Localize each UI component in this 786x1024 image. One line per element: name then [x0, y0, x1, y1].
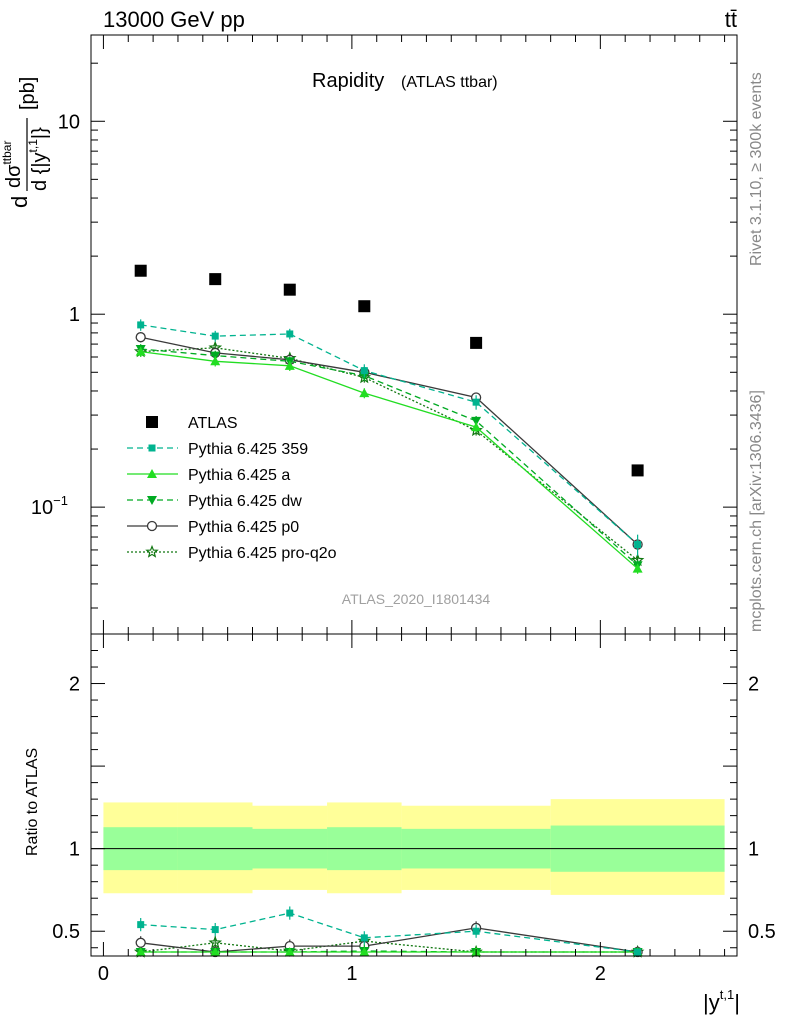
legend-label: Pythia 6.425 a [188, 467, 290, 484]
data-point-square [211, 332, 219, 340]
data-point-square [360, 367, 368, 375]
data-point-square [631, 464, 644, 477]
legend-item: Pythia 6.425 dw [127, 493, 302, 510]
data-point-square [211, 926, 219, 934]
watermark-label: ATLAS_2020_I1801434 [342, 591, 491, 607]
legend-label: Pythia 6.425 dw [188, 493, 302, 510]
series-line [140, 336, 639, 545]
data-point-square [134, 264, 147, 277]
series-line [140, 350, 639, 570]
main-title: Rapidity [312, 70, 384, 92]
data-point-square [472, 927, 480, 935]
data-point-square [283, 283, 296, 296]
data-point-triangle-up [359, 947, 370, 956]
data-point-square [634, 948, 642, 956]
data-point-triangle-up [632, 563, 643, 573]
legend-label: Pythia 6.425 pro-q2o [188, 545, 337, 562]
data-point-circle [146, 520, 158, 532]
data-point-square [360, 934, 368, 942]
series-line [140, 324, 639, 545]
legend-item: Pythia 6.425 a [127, 467, 290, 484]
legend-item: ATLAS [146, 415, 238, 432]
header-process-label: tt̄ [725, 7, 737, 32]
ratio-series-line [140, 912, 638, 953]
x-axis-label: |yt,1| [703, 987, 740, 1015]
ratio-y-tick-label: 0.5 [52, 921, 80, 943]
data-point-square [286, 330, 294, 338]
y-tick-label: 1 [69, 304, 80, 326]
data-point-square [209, 273, 222, 286]
legend-label: ATLAS [188, 415, 238, 432]
ratio-series-pythia-6-425-359 [137, 906, 642, 956]
data-point-triangle-down [147, 496, 157, 505]
data-point-circle [135, 937, 146, 948]
ratio-y-tick-label-right: 0.5 [748, 921, 776, 943]
data-point-star [469, 423, 483, 437]
ratio-y-tick-label: 2 [69, 674, 80, 696]
main-plot-panel: 10−1 1 10 Rapidity (ATLAS ttbar) ATLAS_202… [0, 34, 738, 635]
ylabel-d: d [7, 196, 32, 208]
data-point-square [146, 416, 158, 428]
data-point-triangle-up [359, 388, 370, 398]
legend: ATLAS Pythia 6.425 359 Pythia 6.425 a Pythi… [127, 415, 337, 562]
data-point-triangle-up [471, 422, 482, 432]
ratio-y-tick-label: 1 [69, 839, 80, 861]
rivet-version-label: Rivet 3.1.10, ≥ 300k events [748, 72, 765, 266]
data-point-triangle-up [284, 947, 295, 956]
legend-label: Pythia 6.425 p0 [188, 519, 299, 536]
data-point-square [137, 321, 145, 329]
data-point-triangle-up [210, 947, 221, 956]
ylabel-unit: [pb] [17, 77, 39, 110]
data-point-star [145, 544, 159, 558]
ratio-plot-panel: 0.5 0.5 1 1 2 2 0 1 2 Ratio to ATLAS |yt,1| [24, 633, 776, 1015]
data-point-square [137, 921, 145, 929]
series-atlas [134, 264, 644, 477]
data-point-circle [135, 332, 146, 343]
data-point-triangle-up [135, 947, 146, 956]
ylabel-numerator: dσttbar [0, 141, 25, 188]
legend-item: Pythia 6.425 pro-q2o [127, 544, 337, 562]
series-line [140, 347, 639, 561]
ratio-y-axis-label: Ratio to ATLAS [24, 748, 41, 856]
series-line [140, 348, 639, 566]
data-point-triangle-up [284, 360, 295, 370]
x-tick-label: 2 [595, 963, 606, 985]
ratio-y-tick-label-right: 2 [748, 674, 759, 696]
x-tick-label: 0 [98, 963, 109, 985]
ratio-y-tick-label-right: 1 [748, 839, 759, 861]
data-point-square [470, 336, 483, 349]
series-pythia-6-425-359 [137, 319, 642, 556]
data-point-triangle-up [147, 469, 157, 478]
data-point-square [358, 300, 371, 313]
data-point-star [208, 935, 223, 949]
legend-item: Pythia 6.425 359 [127, 441, 308, 458]
data-point-triangle-down [210, 351, 221, 361]
data-point-square [286, 909, 294, 917]
main-subtitle: (ATLAS ttbar) [401, 74, 498, 91]
data-point-square [472, 398, 480, 406]
data-point-square [148, 444, 156, 452]
y-tick-label: 10 [58, 111, 80, 133]
legend-item: Pythia 6.425 p0 [127, 519, 299, 536]
data-point-triangle-down [471, 416, 482, 426]
x-tick-label: 1 [346, 963, 357, 985]
y-tick-label: 10−1 [31, 493, 68, 519]
ylabel-denominator: d {|yt,1|} [26, 127, 51, 191]
mcplots-source-label: mcplots.cern.ch [arXiv:1306.3436] [748, 390, 765, 632]
data-point-square [634, 541, 642, 549]
ratio-plot-frame [90, 633, 738, 957]
header-energy-label: 13000 GeV pp [103, 7, 245, 32]
data-point-triangle-up [135, 346, 146, 356]
series-pythia-6-425-a [135, 346, 643, 574]
data-point-triangle-up [210, 356, 221, 366]
legend-label: Pythia 6.425 359 [188, 441, 308, 458]
main-y-axis-label: d dσttbar d {|yt,1|} [pb] [0, 77, 51, 208]
